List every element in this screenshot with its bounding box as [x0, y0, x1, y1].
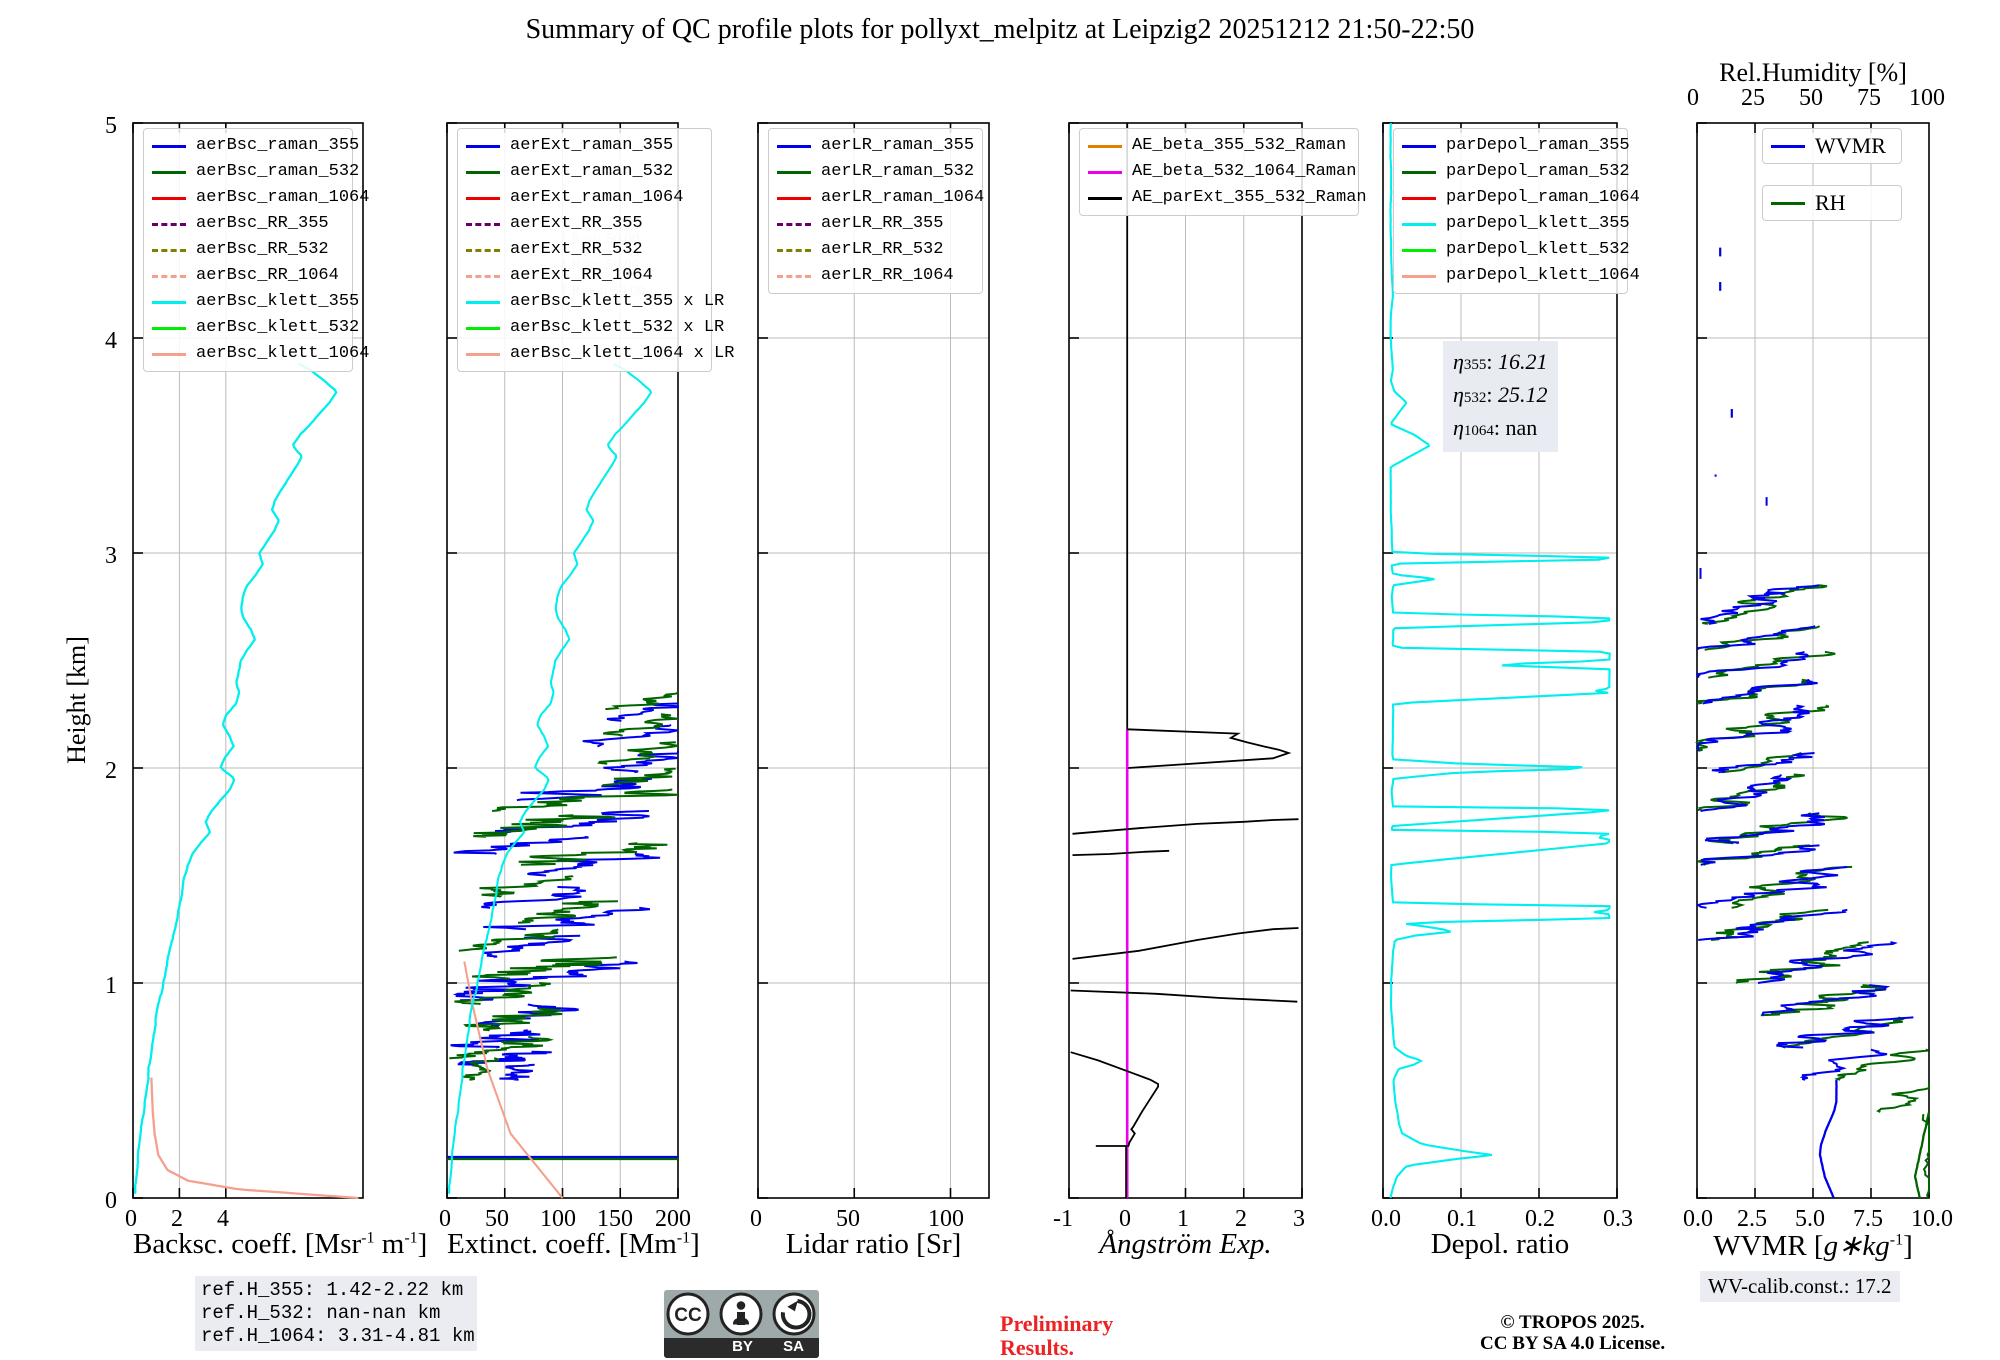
- svg-text:CC: CC: [674, 1305, 702, 1326]
